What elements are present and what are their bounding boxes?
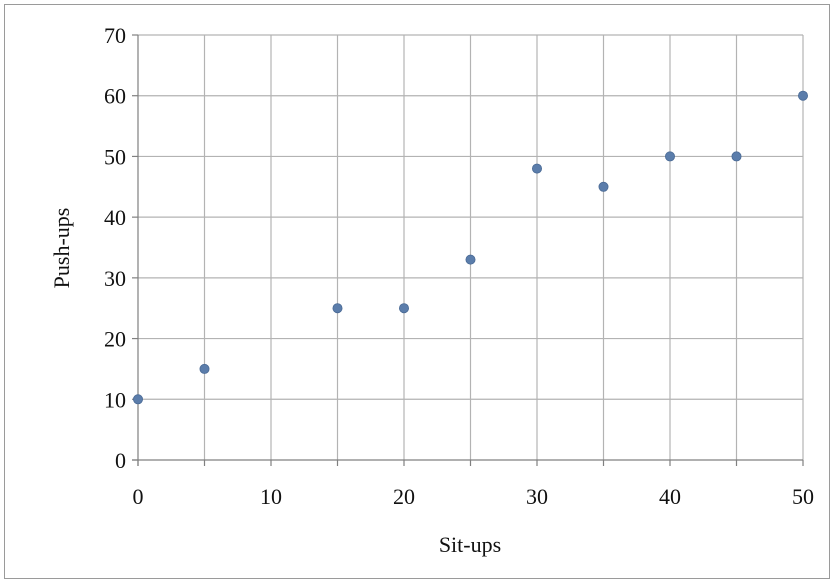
x-tick-label: 30 — [526, 484, 548, 509]
x-tick-label: 50 — [792, 484, 814, 509]
y-tick-label: 30 — [104, 266, 126, 291]
data-point — [332, 303, 343, 314]
y-tick-label: 50 — [104, 144, 126, 169]
data-point — [199, 363, 210, 374]
x-tick-labels: 0 10 20 30 40 50 — [133, 484, 815, 509]
data-point — [731, 151, 742, 162]
y-tick-label: 40 — [104, 205, 126, 230]
data-point — [465, 254, 476, 265]
data-point — [665, 151, 676, 162]
data-point — [132, 394, 143, 405]
data-point — [398, 303, 409, 314]
x-tick-label: 20 — [393, 484, 415, 509]
x-tick-label: 0 — [133, 484, 144, 509]
data-point — [798, 90, 809, 101]
y-tick-labels: 0 10 20 30 40 50 60 70 — [104, 23, 126, 473]
y-tick-label: 20 — [104, 327, 126, 352]
grid — [138, 34, 804, 460]
x-axis-title: Sit-ups — [439, 532, 501, 557]
data-point — [598, 181, 609, 192]
y-tick-label: 70 — [104, 23, 126, 48]
data-points — [132, 90, 809, 405]
y-axis-title: Push-ups — [49, 208, 74, 289]
y-tick-label: 0 — [115, 448, 126, 473]
chart-frame — [4, 4, 830, 579]
x-tick-label: 40 — [659, 484, 681, 509]
axes — [132, 34, 804, 466]
y-tick-label: 60 — [104, 84, 126, 109]
x-tick-label: 10 — [260, 484, 282, 509]
y-tick-label: 10 — [104, 387, 126, 412]
data-point — [532, 163, 543, 174]
